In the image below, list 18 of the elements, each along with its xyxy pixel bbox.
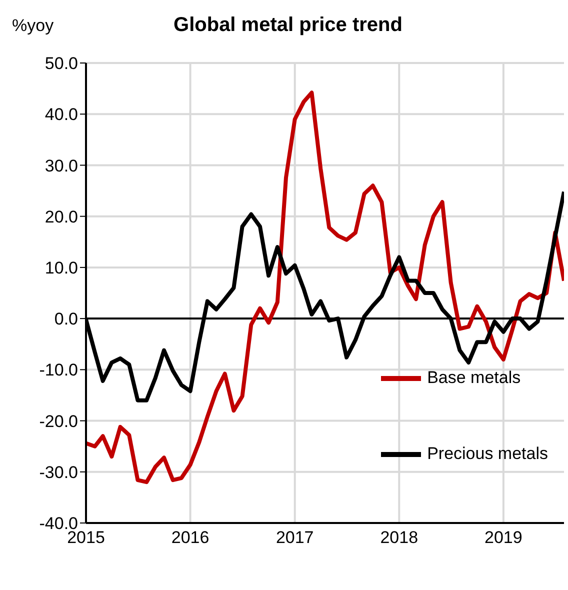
y-axis-title: %yoy <box>12 16 54 36</box>
x-tick-label: 2016 <box>171 528 210 548</box>
y-tick-label: 10.0 <box>44 258 78 278</box>
y-tick-label: -30.0 <box>39 462 78 482</box>
x-tick-label: 2017 <box>276 528 314 548</box>
x-tick-label: 2015 <box>67 528 105 548</box>
chart-title: Global metal price trend <box>174 14 402 36</box>
x-tick-label: 2019 <box>484 528 522 548</box>
y-tick-label: 20.0 <box>44 207 78 226</box>
y-tick-label: -20.0 <box>39 412 78 431</box>
y-tick-label: 40.0 <box>44 105 78 124</box>
legend-label: Base metals <box>427 368 521 388</box>
y-tick-label: 50.0 <box>44 54 78 74</box>
legend-label: Precious metals <box>427 444 548 464</box>
y-tick-label: -10.0 <box>39 360 78 380</box>
x-tick-label: 2018 <box>380 528 418 548</box>
y-tick-label: 30.0 <box>44 156 78 176</box>
y-tick-label: 0.0 <box>54 310 78 329</box>
